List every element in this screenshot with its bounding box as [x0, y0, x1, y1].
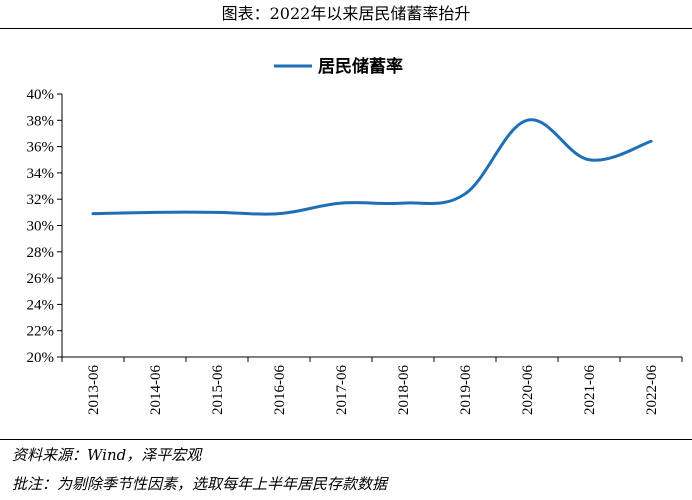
y-tick-label: 24% [27, 297, 55, 313]
bottom-rule [0, 439, 692, 440]
x-tick-label: 2019-06 [458, 365, 474, 415]
x-tick-label: 2016-06 [272, 365, 288, 415]
x-tick-label: 2015-06 [210, 365, 226, 415]
y-tick-label: 30% [27, 219, 55, 235]
x-tick-label: 2018-06 [396, 365, 412, 415]
y-tick-label: 34% [27, 166, 55, 182]
source-note: 资料来源：Wind，泽平宏观 [12, 446, 202, 464]
y-tick-label: 40% [27, 87, 55, 103]
x-tick-label: 2020-06 [520, 365, 536, 415]
x-tick-label: 2021-06 [582, 365, 598, 415]
y-tick-label: 26% [27, 271, 55, 287]
remark-note: 批注：为剔除季节性因素，选取每年上半年居民存款数据 [12, 475, 388, 493]
y-axis: 20% 22% 24% 26% 28% 30% 32% 34% 36% 38% 40% [27, 87, 63, 366]
legend: 居民储蓄率 [274, 56, 403, 77]
x-tick-label: 2017-06 [334, 365, 350, 415]
line-chart: 居民储蓄率 20%22%24%26%28%30%32%34%36%38%40% … [27, 56, 683, 415]
y-tick-label: 38% [27, 113, 55, 129]
x-axis: 2013-06 2014-06 2015-06 2016-06 2017-06 2018-… [61, 356, 683, 415]
y-tick-label: 20% [27, 350, 55, 366]
y-tick-label: 28% [27, 245, 55, 261]
series-layer [91, 118, 653, 216]
y-tick-label: 36% [27, 140, 55, 156]
x-tick-label: 2013-06 [86, 365, 102, 415]
legend-label: 居民储蓄率 [318, 56, 403, 77]
series-line-居民储蓄率 [91, 118, 653, 216]
x-tick-label: 2022-06 [644, 365, 660, 415]
x-tick-label: 2014-06 [148, 365, 164, 415]
chart-area: 居民储蓄率 20% 22% 24% 26% 28% 30% 32% 34% 36% 38% 40% … [0, 30, 692, 438]
y-tick-label: 22% [27, 324, 55, 340]
y-tick-label: 32% [27, 192, 55, 208]
top-rule [0, 28, 692, 29]
figure-title: 图表：2022年以来居民储蓄率抬升 [221, 4, 471, 23]
